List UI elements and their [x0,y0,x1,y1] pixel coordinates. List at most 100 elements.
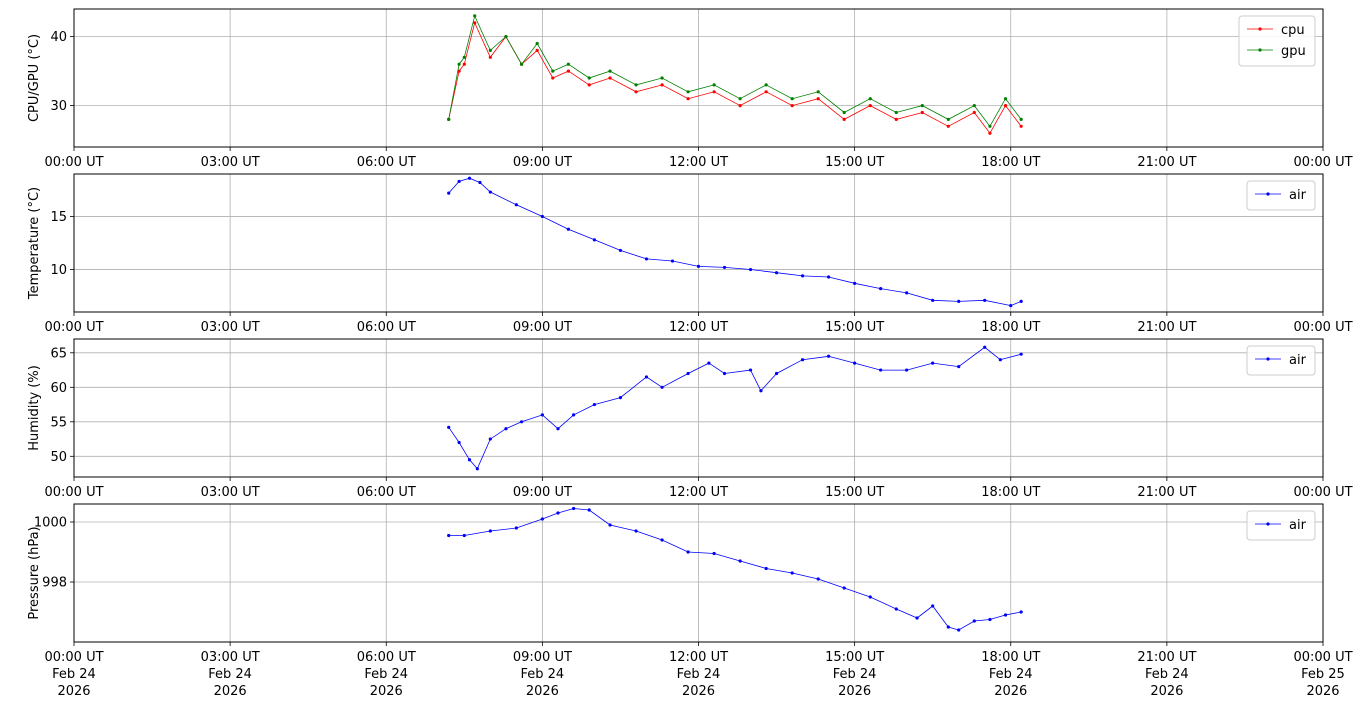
x-tick-label: 18:00 UT [981,650,1040,665]
x-tick-label: 00:00 UT [44,650,103,665]
data-point [748,267,753,272]
data-point [587,508,591,512]
x-tick-date: Feb 24 [364,667,408,682]
data-point [467,458,472,462]
data-point [957,365,961,369]
legend: air [1246,180,1316,211]
data-point [551,69,555,73]
data-point [905,291,909,295]
data-point [946,625,950,629]
data-point [504,35,508,39]
data-point [905,368,909,372]
data-point [514,526,518,530]
data-point [972,110,976,115]
x-tick-label: 18:00 UT [981,485,1040,500]
data-point [1009,304,1013,308]
data-point [920,110,924,115]
data-point [660,538,664,542]
y-axis-label: Pressure (hPa) [27,526,42,619]
data-point [816,97,820,101]
data-point [931,604,935,608]
data-point [686,371,690,376]
data-point [519,62,524,66]
data-point [572,506,576,511]
data-point [957,299,961,303]
x-tick-label: 15:00 UT [825,155,884,170]
y-axis-label: CPU/GPU (°C) [27,34,42,122]
legend-box [1246,345,1316,376]
data-point [608,76,612,80]
data-point [566,62,570,66]
data-point [1003,104,1008,108]
data-point [946,117,950,121]
y-tick-label: 55 [50,415,67,430]
data-point [670,259,675,263]
x-tick-label: 15:00 UT [825,650,884,665]
data-point [800,274,805,278]
data-point [566,69,570,73]
data-point [462,533,466,538]
x-tick-label: 06:00 UT [357,485,416,500]
subplot-1: 00:00 UT 03:00 UT 06:00 UT 09:00 UT 12:00 UT… [27,8,1353,170]
data-point [488,190,492,194]
x-tick-year: 2026 [526,684,559,699]
data-point [920,104,924,108]
y-tick-label: 998 [42,576,67,591]
x-tick-year: 2026 [682,684,715,699]
data-point [1019,610,1023,614]
y-tick-label: 1000 [34,516,67,531]
data-point [983,298,987,302]
data-point [540,413,544,417]
data-point [462,55,466,59]
series-line-gpu [448,14,1022,128]
x-tick-label: 15:00 UT [825,485,884,500]
x-tick-label: 03:00 UT [201,485,260,500]
data-point [946,124,950,128]
data-point [457,62,461,66]
data-point [894,607,898,611]
data-point [457,440,461,445]
data-point [644,257,649,261]
legend-marker [1266,522,1270,526]
data-point [488,48,492,53]
x-tick-label: 00:00 UT [44,320,103,335]
data-point [853,361,857,365]
data-point [774,371,779,376]
x-tick-year: 2026 [57,684,90,699]
legend-marker [1266,357,1270,361]
x-tick-label: 00:00 UT [1293,485,1352,500]
data-point [1003,97,1008,101]
y-tick-label: 50 [50,450,67,465]
data-point [1019,117,1023,121]
data-point [712,83,716,87]
x-tick-label: 06:00 UT [357,650,416,665]
x-tick-label: 09:00 UT [513,650,572,665]
x-tick-year: 2026 [370,684,403,699]
data-point [473,21,477,25]
legend: air [1246,510,1316,541]
data-point [488,55,492,59]
x-tick-label: 12:00 UT [669,485,728,500]
data-point [473,14,477,18]
axes-frame [73,173,1324,313]
data-point [790,571,794,575]
data-point [707,361,711,365]
data-point [592,238,597,242]
data-point [686,550,690,554]
data-point [759,389,763,393]
data-point [738,97,742,101]
data-point [686,97,690,101]
data-point [514,203,518,207]
x-tick-label: 00:00 UT [44,155,103,170]
data-point [998,358,1002,362]
data-point [868,97,872,101]
data-point [488,437,492,441]
x-tick-label: 09:00 UT [513,155,572,170]
subplot-2: 00:00 UT 03:00 UT 06:00 UT 09:00 UT 12:00 UT… [27,173,1353,335]
legend: air [1246,345,1316,376]
legend-label-air: air [1289,518,1307,533]
x-tick-date: Feb 24 [989,667,1033,682]
axes-frame [73,8,1324,148]
data-point [868,595,872,599]
data-point [988,124,992,128]
